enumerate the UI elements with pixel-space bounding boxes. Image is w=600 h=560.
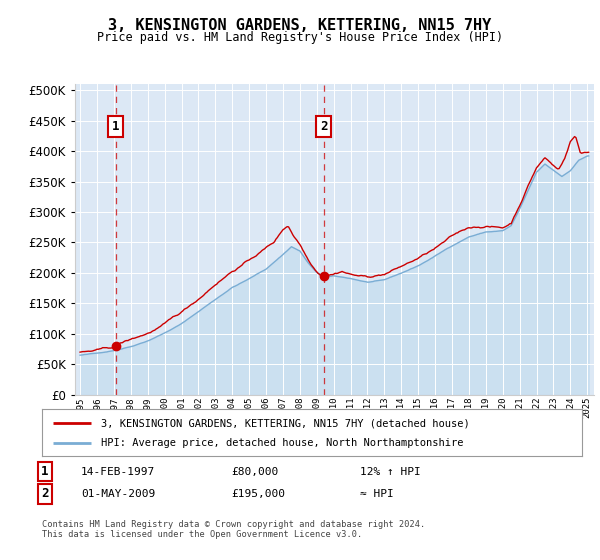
Text: £195,000: £195,000	[231, 489, 285, 499]
Text: 01-MAY-2009: 01-MAY-2009	[81, 489, 155, 499]
Text: 1: 1	[41, 465, 49, 478]
Text: 3, KENSINGTON GARDENS, KETTERING, NN15 7HY (detached house): 3, KENSINGTON GARDENS, KETTERING, NN15 7…	[101, 418, 470, 428]
Text: HPI: Average price, detached house, North Northamptonshire: HPI: Average price, detached house, Nort…	[101, 438, 464, 448]
Text: Price paid vs. HM Land Registry's House Price Index (HPI): Price paid vs. HM Land Registry's House …	[97, 31, 503, 44]
Text: 3, KENSINGTON GARDENS, KETTERING, NN15 7HY: 3, KENSINGTON GARDENS, KETTERING, NN15 7…	[109, 18, 491, 33]
Text: 2: 2	[320, 120, 328, 133]
Text: £80,000: £80,000	[231, 466, 278, 477]
Text: 1: 1	[112, 120, 119, 133]
Text: Contains HM Land Registry data © Crown copyright and database right 2024.
This d: Contains HM Land Registry data © Crown c…	[42, 520, 425, 539]
Text: ≈ HPI: ≈ HPI	[360, 489, 394, 499]
Text: 14-FEB-1997: 14-FEB-1997	[81, 466, 155, 477]
Text: 2: 2	[41, 487, 49, 501]
Text: 12% ↑ HPI: 12% ↑ HPI	[360, 466, 421, 477]
